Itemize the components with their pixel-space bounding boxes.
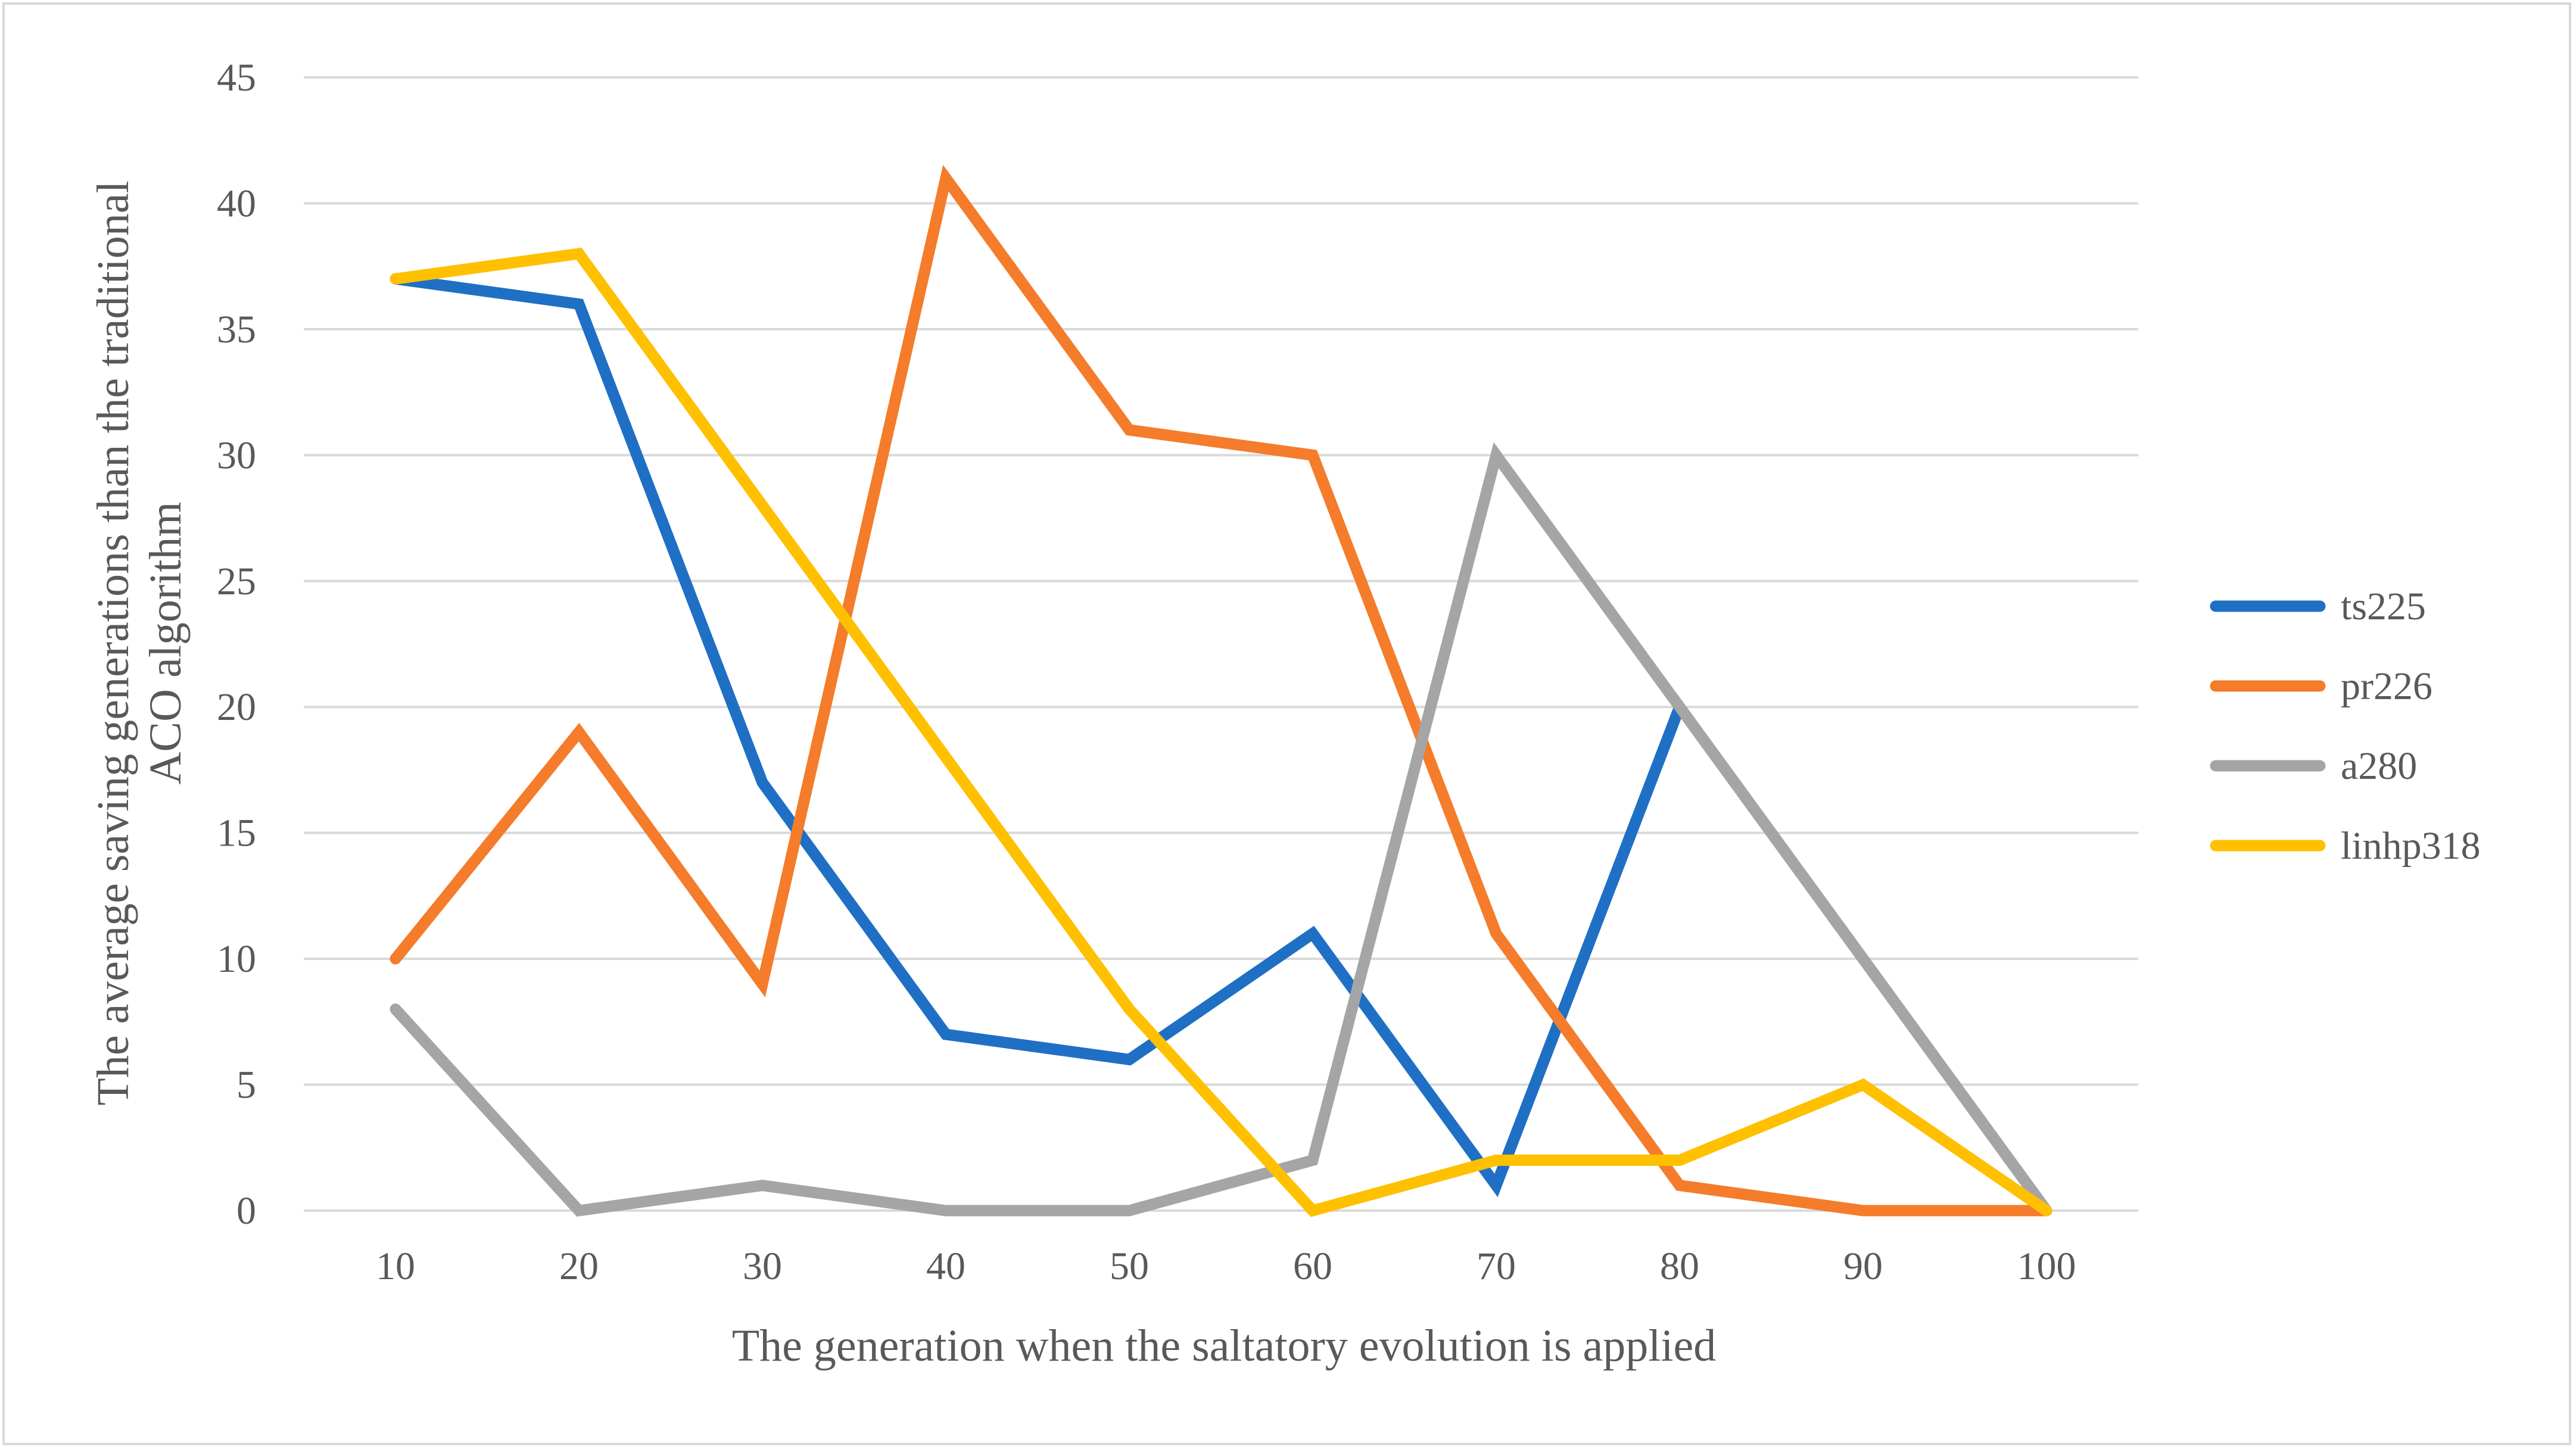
x-tick-label: 20 xyxy=(559,1245,599,1288)
series-lines xyxy=(390,164,2052,1217)
y-tick-label: 10 xyxy=(217,937,256,981)
x-tick-label: 50 xyxy=(1110,1245,1149,1288)
data-point-linhp318 xyxy=(1128,1008,1130,1011)
data-point-linhp318 xyxy=(1312,1209,1314,1212)
data-point-linhp318 xyxy=(1678,1159,1681,1161)
data-point-pr226 xyxy=(394,958,397,960)
x-tick-label: 90 xyxy=(1843,1245,1883,1288)
y-tick-label: 20 xyxy=(217,685,256,729)
data-point-pr226 xyxy=(578,731,580,734)
x-tick-label: 70 xyxy=(1477,1245,1516,1288)
data-point-ts225 xyxy=(578,303,580,305)
x-tick-label: 40 xyxy=(926,1245,965,1288)
data-point-pr226 xyxy=(1862,1209,1864,1212)
data-point-a280 xyxy=(1495,454,1497,456)
data-point-a280 xyxy=(578,1209,580,1212)
series-line-ts225 xyxy=(390,273,2052,1217)
x-axis-ticks: 10 20 30 40 50 60 70 80 90 100 xyxy=(376,1245,2076,1288)
data-point-linhp318 xyxy=(1862,1084,1864,1086)
x-axis-title: The generation when the saltatory evolut… xyxy=(732,1321,1717,1371)
y-tick-label: 40 xyxy=(217,182,256,225)
data-point-a280 xyxy=(761,1184,764,1187)
legend-label-a280: a280 xyxy=(2341,744,2417,788)
data-point-pr226 xyxy=(1678,1184,1681,1187)
data-point-ts225 xyxy=(1128,1058,1130,1061)
series-line-a280 xyxy=(390,442,2052,1217)
data-point-a280 xyxy=(1128,1209,1130,1212)
legend-label-linhp318: linhp318 xyxy=(2341,824,2481,868)
data-point-pr226 xyxy=(761,983,764,985)
y-tick-label: 35 xyxy=(217,308,256,351)
data-point-a280 xyxy=(1678,706,1681,708)
x-tick-label: 100 xyxy=(2017,1245,2076,1288)
y-axis-title-line-1: The average saving generations than the … xyxy=(88,180,138,1105)
series-line-pr226 xyxy=(390,164,2052,1217)
data-point-linhp318 xyxy=(394,277,397,280)
y-tick-label: 30 xyxy=(217,434,256,477)
data-point-pr226 xyxy=(1312,454,1314,456)
y-tick-label: 45 xyxy=(217,56,256,99)
data-point-a280 xyxy=(945,1209,947,1212)
legend: ts225 pr226 a280 linhp318 xyxy=(2210,585,2481,868)
data-point-a280 xyxy=(394,1008,397,1011)
x-tick-label: 80 xyxy=(1660,1245,1699,1288)
y-tick-label: 15 xyxy=(217,812,256,855)
series-line-linhp318 xyxy=(390,247,2052,1217)
data-point-ts225 xyxy=(1495,1184,1497,1187)
data-point-ts225 xyxy=(1312,933,1314,935)
data-point-linhp318 xyxy=(578,252,580,255)
y-tick-label: 25 xyxy=(217,560,256,603)
gridlines xyxy=(304,76,2138,1212)
data-point-a280 xyxy=(1312,1159,1314,1161)
legend-label-pr226: pr226 xyxy=(2341,665,2432,708)
y-tick-label: 0 xyxy=(236,1189,256,1233)
data-point-pr226 xyxy=(1495,933,1497,935)
data-point-ts225 xyxy=(945,1033,947,1036)
data-point-pr226 xyxy=(945,177,947,179)
x-tick-label: 30 xyxy=(743,1245,782,1288)
y-axis-title-line-2: ACO algorithm xyxy=(141,502,191,785)
data-point-linhp318 xyxy=(761,504,764,507)
data-point-pr226 xyxy=(1128,429,1130,431)
y-axis-ticks: 0 5 10 15 20 25 30 35 40 45 xyxy=(217,56,256,1233)
y-axis-title: The average saving generations than the … xyxy=(88,180,191,1105)
x-tick-label: 60 xyxy=(1293,1245,1332,1288)
legend-label-ts225: ts225 xyxy=(2341,585,2426,628)
data-point-linhp318 xyxy=(1495,1159,1497,1161)
data-point-a280 xyxy=(1862,958,1864,960)
x-tick-label: 10 xyxy=(376,1245,415,1288)
y-tick-label: 5 xyxy=(236,1064,256,1107)
data-point-linhp318 xyxy=(2045,1209,2048,1212)
data-point-ts225 xyxy=(761,781,764,784)
data-point-linhp318 xyxy=(945,756,947,759)
